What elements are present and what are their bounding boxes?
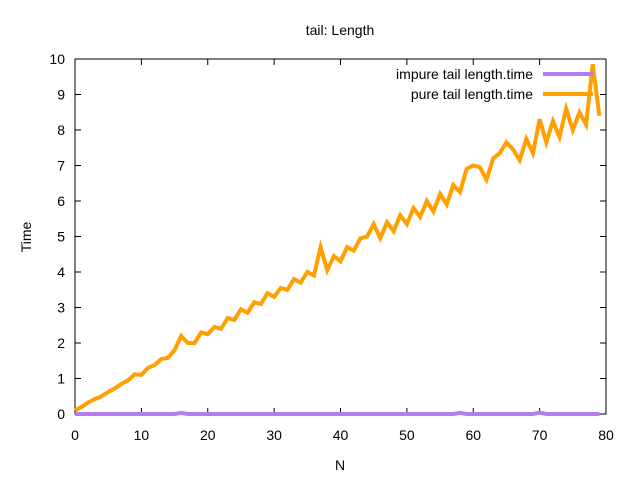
x-tick-label: 20: [200, 427, 216, 443]
y-tick-label: 3: [57, 300, 65, 316]
y-tick-label: 2: [57, 335, 65, 351]
y-tick-label: 6: [57, 193, 65, 209]
chart-title: tail: Length: [306, 22, 375, 38]
legend: impure tail length.time pure tail length.…: [396, 66, 593, 102]
y-tick-label: 5: [57, 229, 65, 245]
legend-label: pure tail length.time: [411, 86, 533, 102]
x-tick-label: 80: [598, 427, 614, 443]
x-tick-label: 50: [399, 427, 415, 443]
series-line-impure: [75, 410, 600, 416]
y-tick-label: 0: [57, 406, 65, 422]
y-tick-label: 9: [57, 87, 65, 103]
y-tick-label: 8: [57, 122, 65, 138]
x-tick-label: 60: [465, 427, 481, 443]
x-tick-label: 10: [134, 427, 150, 443]
x-axis-label: N: [335, 457, 345, 473]
series-layer: [74, 64, 602, 416]
y-axis-label: Time: [18, 221, 34, 252]
x-tick-label: 70: [532, 427, 548, 443]
x-tick-label: 40: [333, 427, 349, 443]
y-tick-label: 10: [49, 51, 65, 67]
y-tick-label: 1: [57, 371, 65, 387]
y-tick-label: 7: [57, 158, 65, 174]
y-axis: 0 1 2 3 4 5 6 7 8 9 10: [49, 51, 606, 422]
x-axis: 0 10 20 30 40 50 60 70 80: [71, 59, 614, 443]
y-tick-label: 4: [57, 264, 65, 280]
x-tick-label: 30: [266, 427, 282, 443]
legend-label: impure tail length.time: [396, 66, 533, 82]
series-line-pure: [74, 64, 602, 413]
x-tick-label: 0: [71, 427, 79, 443]
plot-area-frame: [74, 58, 607, 415]
